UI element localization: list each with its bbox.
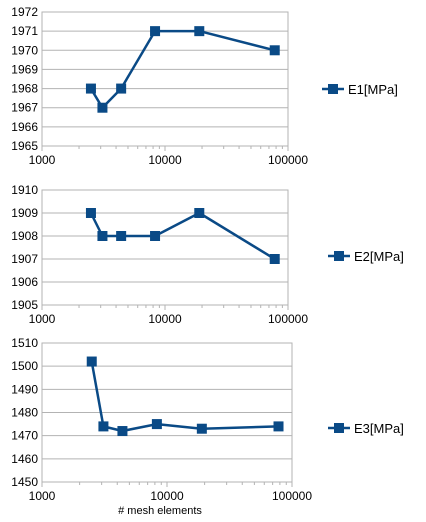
chart1-data-point-0	[85, 83, 96, 94]
chart2-legend-label: E2[MPa]	[354, 249, 404, 264]
chart1-x-tick-label-1: 10000	[148, 153, 182, 167]
chart1-data-point-5	[269, 45, 280, 56]
chart1-data-point-3	[150, 26, 161, 37]
chart2-y-tick-label-3: 1908	[11, 229, 38, 243]
chart1-x-tick-label-0: 1000	[29, 153, 56, 167]
chart3-data-point-4	[196, 423, 207, 434]
chart3-y-tick-label-5: 1500	[11, 359, 38, 373]
chart2-y-tick-label-5: 1910	[11, 183, 38, 197]
chart2-data-point-4	[194, 208, 205, 218]
chart2-y-tick-label-1: 1906	[11, 275, 38, 289]
chart2-x-tick-label-0: 1000	[29, 312, 56, 326]
chart3-y-tick-label-0: 1450	[11, 475, 38, 489]
chart2-data-point-3	[150, 231, 161, 241]
chart3-data-point-1	[98, 421, 109, 432]
chart1-x-tick-label-2: 100000	[268, 153, 308, 167]
chart2-legend-marker	[334, 251, 344, 261]
chart3-legend-label: E3[MPa]	[354, 421, 404, 436]
chart1-y-tick-label-0: 1965	[11, 139, 38, 153]
chart1-y-tick-label-4: 1969	[11, 62, 38, 76]
chart1-data-point-1	[97, 102, 108, 113]
chart1-y-tick-label-6: 1971	[11, 24, 38, 38]
chart3-y-tick-label-1: 1460	[11, 452, 38, 466]
chart3-data-point-2	[117, 426, 128, 437]
chart3-series-line	[90, 361, 279, 433]
chart2-x-tick-label-2: 100000	[268, 312, 308, 326]
chart1-y-tick-label-7: 1972	[11, 5, 38, 19]
chart1-data-point-4	[194, 26, 205, 37]
chart3-y-tick-label-6: 1510	[11, 336, 38, 350]
chart3-y-tick-label-2: 1470	[11, 429, 38, 443]
chart2-data-point-0	[85, 208, 96, 218]
chart2-data-point-1	[97, 231, 108, 241]
chart3-legend-marker	[334, 423, 344, 433]
chart3-x-axis-title: # mesh elements	[118, 505, 202, 517]
chart2-plot-area	[41, 189, 289, 306]
chart1-y-tick-label-2: 1967	[11, 101, 38, 115]
chart1-y-tick-label-1: 1966	[11, 120, 38, 134]
chart1-legend-label: E1[MPa]	[348, 82, 398, 97]
chart1-y-tick-label-3: 1968	[11, 82, 38, 96]
chart2-data-point-2	[116, 231, 127, 241]
chart3-x-tick-label-0: 1000	[29, 489, 56, 503]
chart2-y-tick-label-0: 1905	[11, 298, 38, 312]
chart3-data-point-5	[273, 421, 284, 432]
chart2-y-tick-label-4: 1909	[11, 206, 38, 220]
chart3-y-tick-label-3: 1480	[11, 406, 38, 420]
chart2-y-tick-label-2: 1907	[11, 252, 38, 266]
chart3-data-point-3	[151, 419, 162, 430]
chart2-data-point-5	[269, 254, 280, 264]
chart3-y-tick-label-4: 1490	[11, 382, 38, 396]
chart1-data-point-2	[116, 83, 127, 94]
chart3-x-tick-label-2: 100000	[272, 489, 312, 503]
chart3-x-tick-label-1: 10000	[150, 489, 184, 503]
chart1-y-tick-label-5: 1970	[11, 43, 38, 57]
chart2-x-tick-label-1: 10000	[148, 312, 182, 326]
chart1-legend-marker	[328, 84, 338, 94]
chart3-data-point-0	[86, 356, 97, 367]
